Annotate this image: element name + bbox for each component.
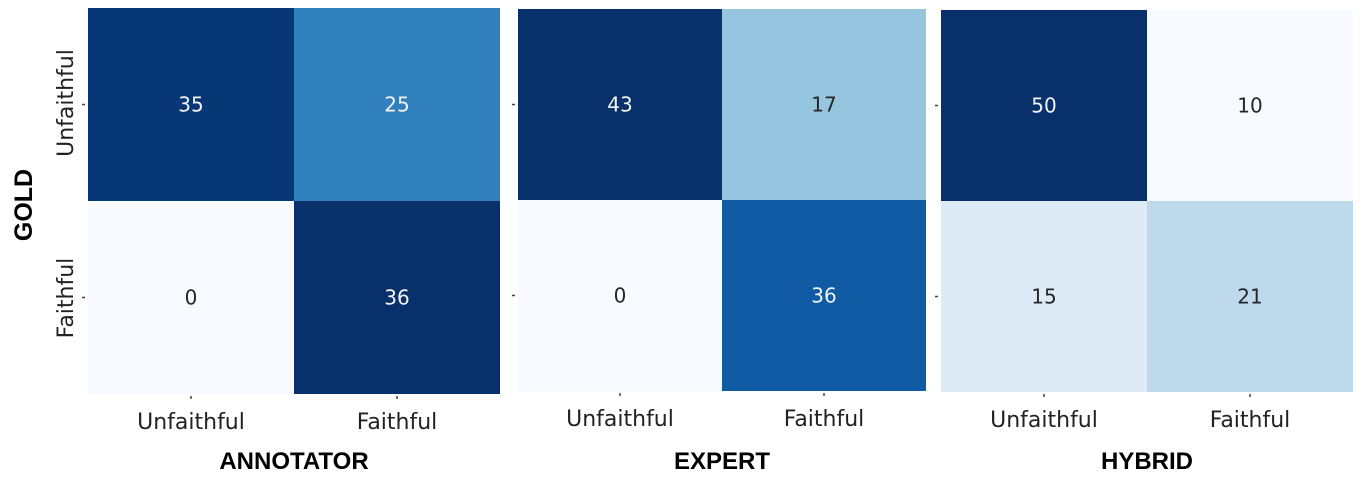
x-tick-label-faithful: Faithful: [357, 410, 438, 435]
heatmap-cell-2-0-0: [518, 9, 722, 200]
heatmap-cell-1-0-0: [88, 8, 294, 201]
cell-value-label: 43: [607, 93, 632, 117]
panel-xlabel-hybrid: HYBRID: [1101, 448, 1193, 475]
panel-xlabel-annotator: ANNOTATOR: [219, 448, 368, 475]
x-tick-label-unfaithful: Unfaithful: [137, 410, 245, 435]
cell-value-label: 36: [811, 284, 836, 308]
cell-value-label: 36: [384, 286, 409, 310]
panel-xlabel-expert: EXPERT: [674, 448, 770, 475]
cell-value-label: 25: [384, 93, 409, 117]
heatmap-panels: 35 25 0 36 Unfaithful Faithful ANNOTATOR 43 17 0 3…: [82, 8, 1353, 475]
heatmap-cell-3-0-0: [941, 10, 1147, 201]
y-tick-label-unfaithful: Unfaithful: [54, 49, 79, 157]
cell-value-label: 15: [1031, 285, 1056, 309]
heatmap-cell-1-1-1: [294, 201, 500, 394]
cell-value-label: 17: [811, 93, 836, 117]
cell-value-label: 50: [1031, 94, 1056, 118]
heatmap-cell-2-0-1: [722, 9, 926, 200]
cell-value-label: 21: [1237, 285, 1262, 309]
x-tick-label-faithful: Faithful: [1210, 408, 1291, 433]
cell-value-label: 0: [185, 286, 198, 310]
heatmap-cell-3-1-1: [1147, 201, 1353, 392]
cell-value-label: 35: [178, 93, 203, 117]
cell-value-label: 10: [1237, 94, 1262, 118]
heatmap-cell-2-1-0: [518, 200, 722, 391]
cell-value-label: 0: [614, 284, 627, 308]
heatmap-cell-1-1-0: [88, 201, 294, 394]
heatmap-cell-1-0-1: [294, 8, 500, 201]
x-tick-label-unfaithful: Unfaithful: [566, 407, 674, 432]
x-tick-label-faithful: Faithful: [784, 407, 865, 432]
y-tick-label-faithful: Faithful: [54, 258, 79, 339]
gold-axis-label: GOLD: [10, 169, 38, 241]
heatmap-cell-3-0-1: [1147, 10, 1353, 201]
heatmap-cell-3-1-0: [941, 201, 1147, 392]
x-tick-label-unfaithful: Unfaithful: [990, 408, 1098, 433]
heatmap-cell-2-1-1: [722, 200, 926, 391]
